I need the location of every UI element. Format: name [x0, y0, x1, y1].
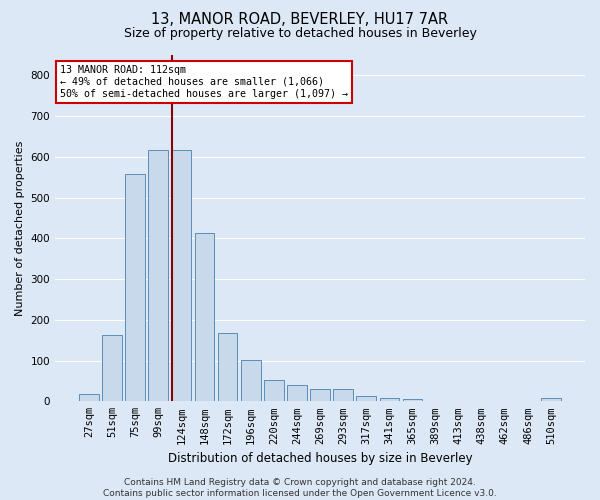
Bar [241, 360, 260, 402]
Bar [102, 335, 122, 402]
Bar [356, 396, 376, 402]
Bar [403, 400, 422, 402]
X-axis label: Distribution of detached houses by size in Beverley: Distribution of detached houses by size … [168, 452, 472, 465]
Bar [334, 389, 353, 402]
Bar [380, 398, 399, 402]
Bar [125, 174, 145, 402]
Bar [218, 334, 238, 402]
Text: 13 MANOR ROAD: 112sqm
← 49% of detached houses are smaller (1,066)
50% of semi-d: 13 MANOR ROAD: 112sqm ← 49% of detached … [61, 66, 349, 98]
Y-axis label: Number of detached properties: Number of detached properties [15, 140, 25, 316]
Bar [194, 234, 214, 402]
Bar [264, 380, 284, 402]
Bar [310, 389, 330, 402]
Text: Size of property relative to detached houses in Beverley: Size of property relative to detached ho… [124, 28, 476, 40]
Text: Contains HM Land Registry data © Crown copyright and database right 2024.
Contai: Contains HM Land Registry data © Crown c… [103, 478, 497, 498]
Bar [148, 150, 168, 402]
Text: 13, MANOR ROAD, BEVERLEY, HU17 7AR: 13, MANOR ROAD, BEVERLEY, HU17 7AR [151, 12, 449, 28]
Bar [79, 394, 99, 402]
Bar [287, 386, 307, 402]
Bar [541, 398, 561, 402]
Bar [172, 150, 191, 402]
